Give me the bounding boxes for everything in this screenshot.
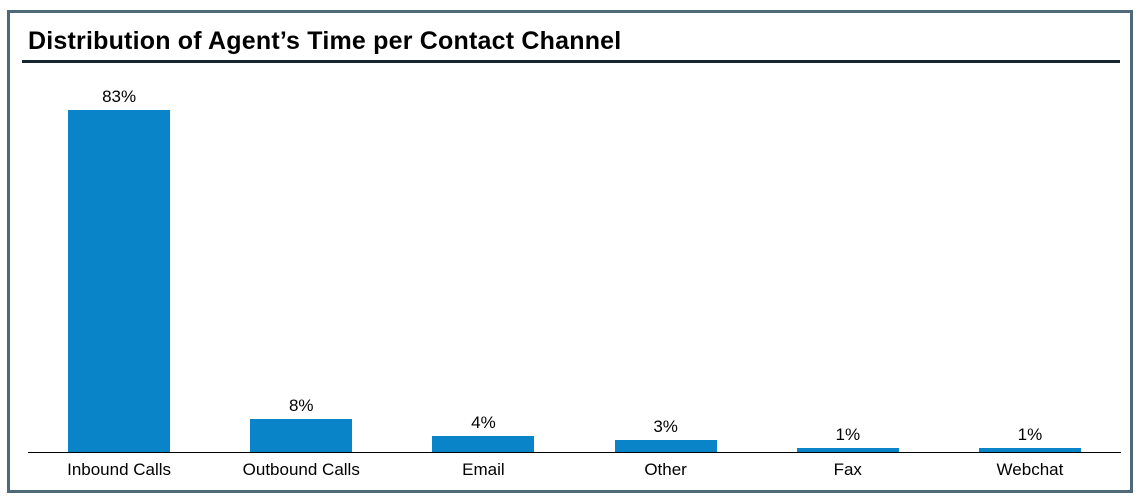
category-label: Inbound Calls [67, 460, 172, 479]
chart-frame: Distribution of Agent’s Time per Contact… [7, 10, 1133, 493]
bar-value-label: 1% [835, 425, 861, 444]
bar-chart-plot: 83% 8% 4% 3% 1% 1% Inbound Calls Outbound Call… [28, 73, 1121, 480]
category-label: Webchat [996, 460, 1064, 479]
bar-column: 1% [939, 73, 1121, 452]
category-axis-labels: Inbound Calls Outbound Calls Email Other Fax… [28, 453, 1121, 480]
chart-title: Distribution of Agent’s Time per Contact… [28, 27, 622, 55]
bar-value-label: 8% [288, 396, 314, 415]
bar-webchat [978, 448, 1081, 452]
bar-inbound-calls [68, 110, 171, 452]
bars-area: 83% 8% 4% 3% 1% 1% [28, 73, 1121, 453]
bar-column: 8% [210, 73, 392, 452]
title-rule [22, 60, 1120, 63]
bar-column: 4% [392, 73, 574, 452]
bar-value-label: 1% [1017, 425, 1043, 444]
bar-column: 3% [575, 73, 757, 452]
bar-email [432, 436, 535, 452]
bar-value-label: 3% [653, 417, 678, 436]
bar-outbound-calls [250, 419, 353, 452]
category-label: Fax [833, 460, 862, 479]
category-label: Email [462, 460, 505, 479]
bar-fax [796, 448, 899, 452]
bar-column: 1% [757, 73, 939, 452]
bar-value-label: 4% [471, 413, 496, 432]
category-label: Outbound Calls [242, 460, 360, 479]
bar-other [614, 440, 717, 452]
category-label: Other [644, 460, 687, 479]
bar-value-label: 83% [102, 87, 137, 106]
bar-column: 83% [28, 73, 210, 452]
